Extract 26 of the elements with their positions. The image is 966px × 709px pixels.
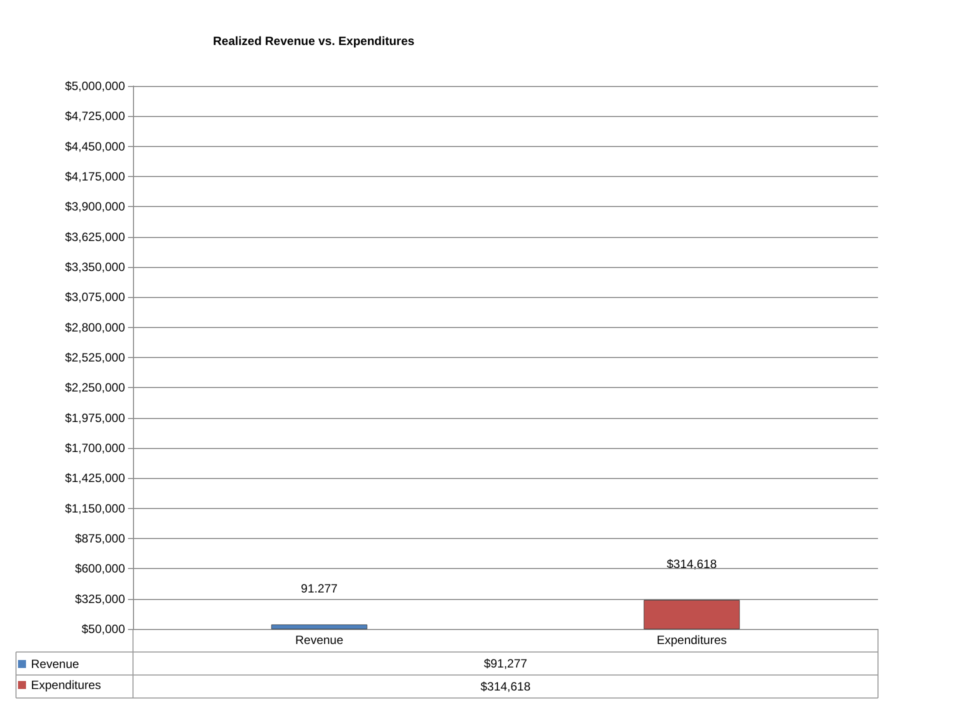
y-tick-label: $2,800,000 <box>64 320 126 334</box>
y-tick-label: $2,250,000 <box>64 380 126 395</box>
text: $314,618 <box>480 680 531 694</box>
y-tick-label: $5,000,000 <box>64 79 126 93</box>
annotation: $314,618 <box>666 556 718 571</box>
y-tick-label: $1,425,000 <box>64 471 126 486</box>
legend-label: Revenue <box>31 657 80 671</box>
y-tick-label: $1,150,000 <box>64 501 126 516</box>
annotation: 91.277 <box>300 581 338 596</box>
text: $91,277 <box>484 656 528 670</box>
y-tick-label: $3,900,000 <box>64 200 126 214</box>
y-tick-label: $600,000 <box>74 562 126 576</box>
y-tick-label: $4,450,000 <box>64 139 126 154</box>
y-tick-label: $3,350,000 <box>64 260 126 274</box>
y-tick-label: $1,700,000 <box>64 441 126 455</box>
y-tick-label: $3,075,000 <box>64 290 126 304</box>
y-tick-label: $1,975,000 <box>64 410 126 425</box>
chart-title: Realized Revenue vs. Expenditures <box>213 34 415 48</box>
y-tick-label: $325,000 <box>74 592 126 606</box>
y-tick-label: $4,175,000 <box>64 170 126 184</box>
y-tick-label: $875,000 <box>74 532 126 546</box>
y-tick-label: $50,000 <box>82 622 126 636</box>
y-tick-label: $4,725,000 <box>64 109 126 124</box>
y-tick-label: $3,625,000 <box>64 230 126 244</box>
legend-label: Expenditures <box>31 678 102 692</box>
y-tick-label: $2,525,000 <box>64 350 126 364</box>
